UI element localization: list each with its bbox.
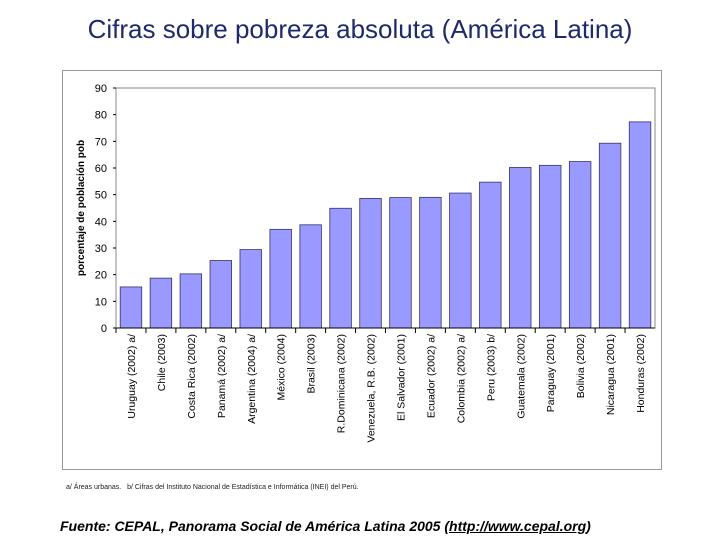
y-axis-label: porcentaje de población pob [76,140,87,276]
bar [389,197,412,329]
x-tick-label: Guatemala (2002) [515,334,527,419]
x-tick-label: Uruguay (2002) a/ [126,334,138,419]
x-tick-label: Venezuela, R.B. (2002) [366,334,378,443]
y-tick-label: 30 [95,243,107,255]
chart-frame: 0 10 20 30 40 50 60 70 80 90 porcentaje de poblaci… [62,70,662,470]
chart-footnote: a/ Áreas urbanas. b/ Cifras del Institut… [66,484,359,491]
y-tick-label: 40 [95,216,107,228]
source-link[interactable]: http://www.cepal.org [449,518,587,534]
bar [209,260,232,329]
x-tick-label: Brasil (2003) [306,334,318,394]
slide-title: Cifras sobre pobreza absoluta (América L… [87,14,633,44]
y-tick-label: 60 [95,163,107,175]
bar [179,273,203,329]
x-tick-label: Paraguay (2001) [545,334,557,412]
bar-chart: 0 10 20 30 40 50 60 70 80 90 porcentaje de poblaci… [76,83,656,443]
x-tick-label: Peru (2003) b/ [485,334,497,401]
x-tick-label: Nicaragua (2001) [605,334,617,415]
source-prefix: Fuente: CEPAL, Panorama Social de Améric… [60,518,450,534]
x-tick-label: Chile (2003) [156,334,168,391]
bar [419,196,442,329]
bar [239,249,262,329]
y-tick-label: 20 [95,270,107,282]
x-tick-label: Costa Rica (2002) [186,334,198,419]
x-tick-label: Bolivia (2002) [575,334,587,398]
bar [509,167,532,329]
bar [628,121,652,329]
bar [299,224,322,329]
x-tick-label: México (2004) [276,334,288,401]
bar [449,192,472,329]
y-tick-label: 0 [101,323,107,335]
y-tick-label: 70 [95,136,107,148]
x-tick-label: R.Dominicana (2002) [336,334,348,433]
y-tick-label: 10 [95,296,107,308]
bar [598,142,622,329]
y-tick-label: 50 [95,190,107,202]
x-tick-label: El Salvador (2001) [395,334,407,421]
x-tick-label: Panamá (2002) a/ [216,334,228,418]
plot-area [115,87,656,329]
bar [329,207,352,329]
x-tick-label: Honduras (2002) [635,334,647,413]
x-tick-label: Argentina (2004) a/ [246,334,258,424]
y-tick-label: 80 [95,110,107,122]
y-tick-label: 90 [95,83,107,95]
x-tick-label: Colombia (2002) a/ [455,334,467,423]
bar [269,228,292,329]
bar [479,181,502,329]
x-tick-label: Ecuador (2002) a/ [425,334,437,418]
bar [149,277,173,329]
source-suffix: ) [586,518,591,534]
bar [568,161,592,329]
source-citation: Fuente: CEPAL, Panorama Social de Améric… [60,518,591,534]
bar [539,164,562,329]
bar [119,286,143,329]
bar [359,198,382,329]
